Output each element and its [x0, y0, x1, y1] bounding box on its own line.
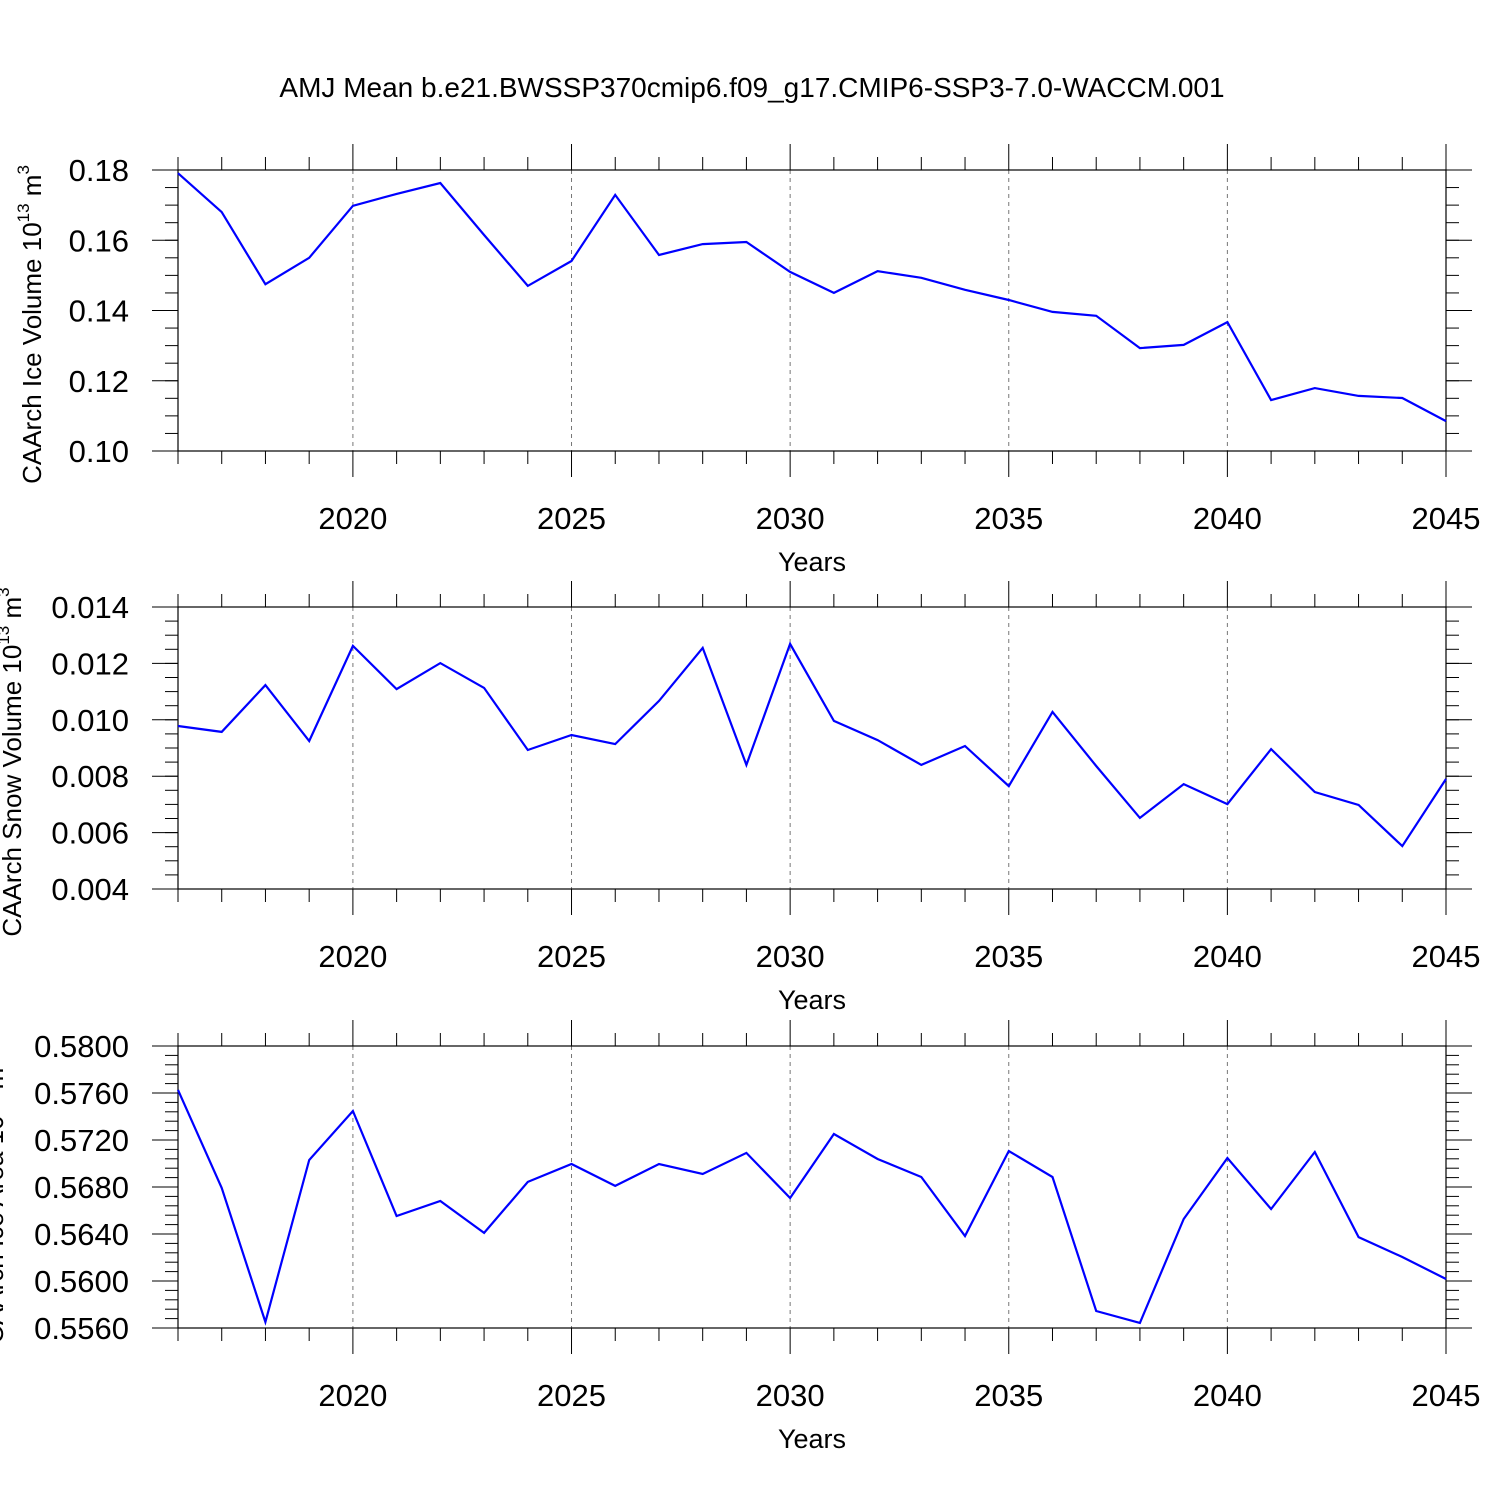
x-tick-label: 2040 [1193, 1378, 1262, 1413]
x-tick-label: 2030 [756, 501, 825, 536]
x-tick-label: 2035 [974, 501, 1043, 536]
chart-title: AMJ Mean b.e21.BWSSP370cmip6.f09_g17.CMI… [279, 72, 1224, 103]
y-axis-label: CAArch Ice Volume 1013 m3 [14, 165, 47, 484]
data-series-line [178, 1090, 1446, 1323]
data-series-line [178, 644, 1446, 846]
y-tick-label: 0.5600 [34, 1264, 129, 1299]
y-tick-label: 0.012 [51, 646, 129, 681]
x-tick-label: 2045 [1412, 939, 1481, 974]
panel-1: 0.10 0.12 0.14 0.16 0.18 2020 2025 2030 2035 2040… [14, 144, 1480, 577]
x-tick-label: 2030 [756, 939, 825, 974]
y-tick-label: 0.010 [51, 703, 129, 738]
y-tick-label: 0.004 [51, 872, 129, 907]
x-axis-label: Years [778, 985, 846, 1015]
y-tick-label: 0.12 [69, 364, 129, 399]
x-tick-label: 2035 [974, 939, 1043, 974]
y-label-text: m [0, 1068, 9, 1097]
y-tick-label: 0.006 [51, 816, 129, 851]
y-label-text: CAArch Ice Area 10 [0, 1115, 9, 1343]
x-tick-label: 2045 [1412, 501, 1481, 536]
x-tick-label: 2040 [1193, 501, 1262, 536]
y-axis-label: CAArch Ice Area 1013 m2 [0, 1058, 9, 1344]
y-axis-label: CAArch Snow Volume 1013 m3 [0, 587, 27, 936]
y-label-text: CAArch Snow Volume 10 [0, 645, 27, 937]
x-tick-label: 2040 [1193, 939, 1262, 974]
panel-2: 0.004 0.006 0.008 0.010 0.012 0.014 2020 2025 20… [0, 581, 1480, 1015]
data-series-line [178, 173, 1446, 421]
y-label-superscript: 3 [0, 587, 13, 596]
y-tick-label: 0.16 [69, 223, 129, 258]
y-label-superscript: 13 [14, 203, 33, 222]
y-tick-label: 0.5560 [34, 1311, 129, 1346]
y-tick-label: 0.5800 [34, 1029, 129, 1064]
x-axis-label: Years [778, 547, 846, 577]
y-label-text: CAArch Ice Volume 10 [17, 222, 47, 484]
x-tick-label: 2020 [318, 501, 387, 536]
y-label-superscript: 3 [14, 165, 33, 174]
y-label-text: m [0, 597, 27, 626]
y-tick-label: 0.5640 [34, 1217, 129, 1252]
y-tick-label: 0.14 [69, 294, 129, 329]
y-tick-label: 0.10 [69, 434, 129, 469]
x-axis-label: Years [778, 1424, 846, 1454]
x-tick-label: 2045 [1412, 1378, 1481, 1413]
y-tick-label: 0.014 [51, 590, 129, 625]
x-tick-label: 2025 [537, 939, 606, 974]
plot-frame [178, 607, 1446, 889]
y-tick-label: 0.5680 [34, 1170, 129, 1205]
y-tick-label: 0.18 [69, 153, 129, 188]
y-tick-label: 0.5720 [34, 1123, 129, 1158]
plot-frame [178, 1046, 1446, 1328]
x-tick-label: 2020 [318, 939, 387, 974]
y-label-superscript: 13 [0, 626, 13, 645]
x-tick-label: 2030 [756, 1378, 825, 1413]
y-tick-label: 0.5760 [34, 1076, 129, 1111]
x-tick-label: 2020 [318, 1378, 387, 1413]
y-tick-label: 0.008 [51, 759, 129, 794]
x-tick-label: 2025 [537, 1378, 606, 1413]
panel-3: 0.5560 0.5600 0.5640 0.5680 0.5720 0.5760 0.58… [0, 1020, 1480, 1454]
x-tick-label: 2025 [537, 501, 606, 536]
x-tick-label: 2035 [974, 1378, 1043, 1413]
y-label-text: m [17, 175, 47, 204]
plot-frame [178, 170, 1446, 451]
